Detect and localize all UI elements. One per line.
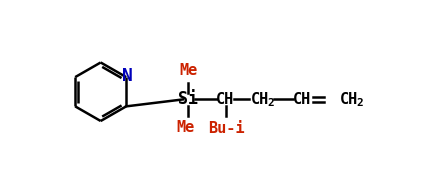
Text: 2: 2 <box>267 97 274 108</box>
Text: N: N <box>122 67 132 85</box>
Text: Si: Si <box>178 91 198 108</box>
Text: Me: Me <box>179 63 197 79</box>
Text: 2: 2 <box>356 97 363 108</box>
Text: CH: CH <box>216 92 234 107</box>
Text: CH: CH <box>251 92 269 107</box>
Text: Me: Me <box>177 120 195 135</box>
Text: CH: CH <box>340 92 359 107</box>
Text: CH: CH <box>293 92 311 107</box>
Text: Bu-i: Bu-i <box>208 121 245 136</box>
